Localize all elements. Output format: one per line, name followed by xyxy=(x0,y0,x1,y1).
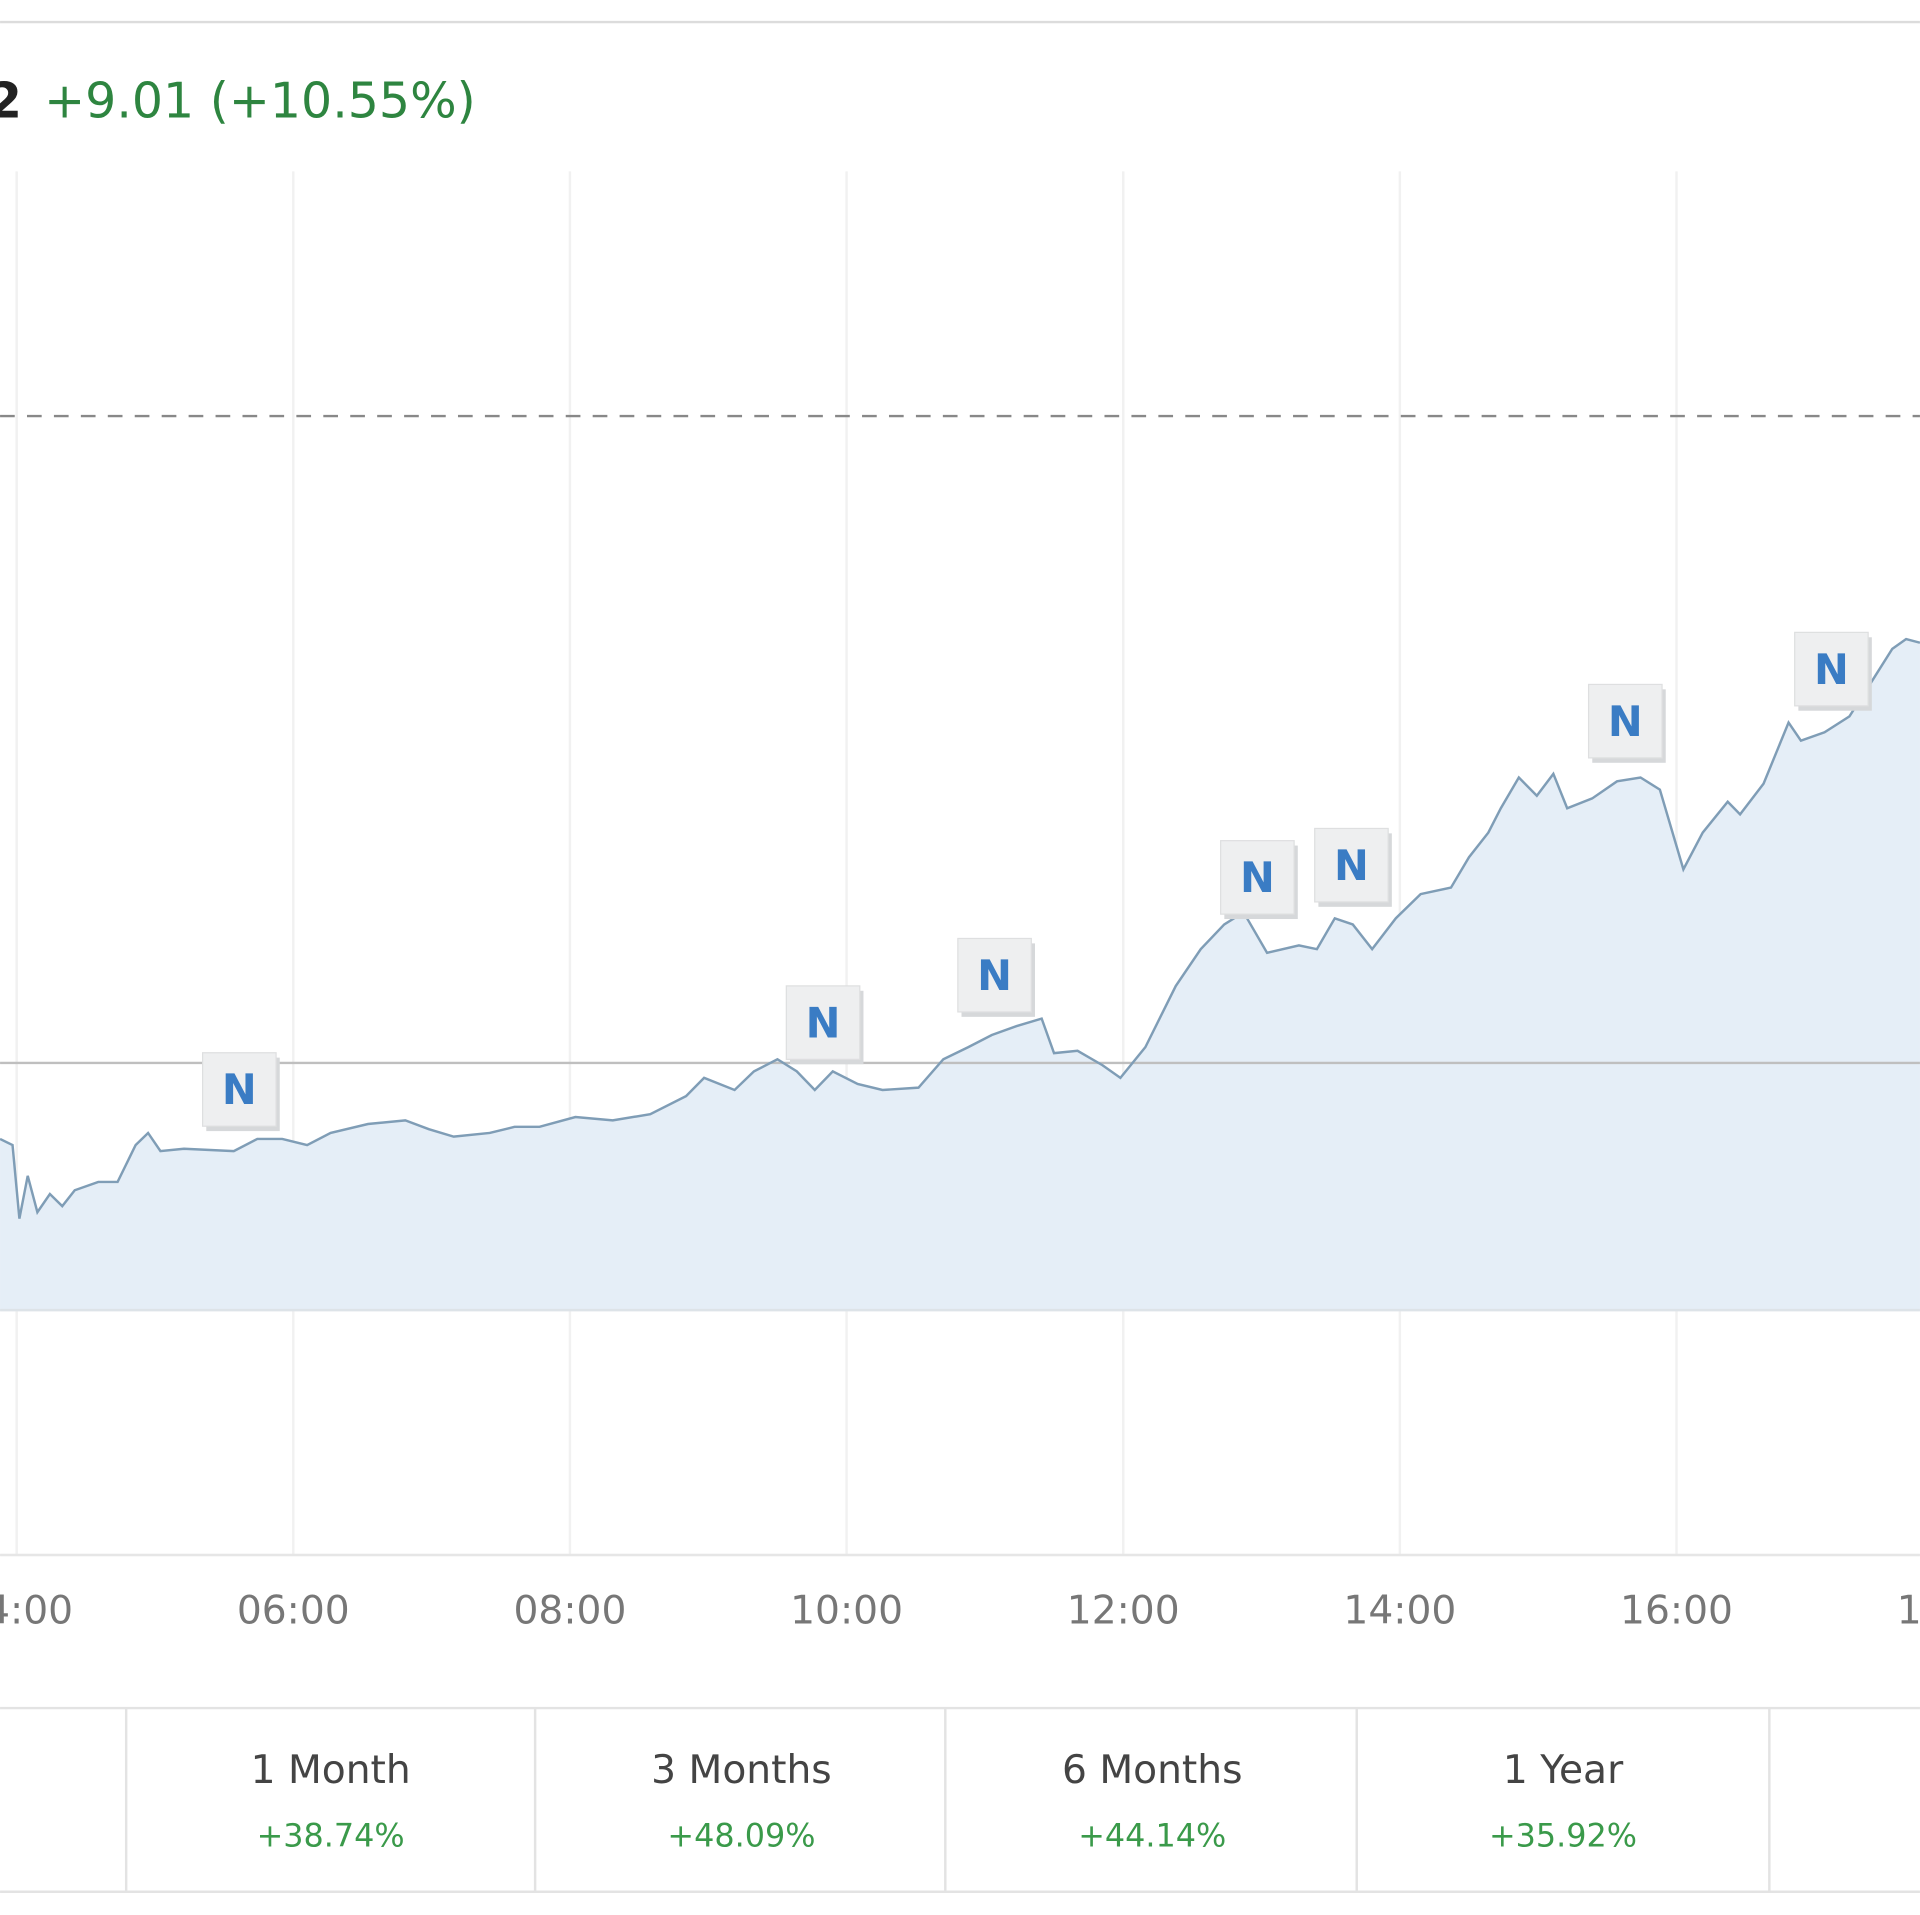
news-marker-label: N xyxy=(1608,697,1643,746)
period-label: 1 Year xyxy=(1503,1748,1624,1793)
period-label: 1 Month xyxy=(251,1748,411,1793)
x-tick-label: 18:00 xyxy=(1897,1589,1920,1634)
news-marker-box xyxy=(957,937,1032,1013)
x-tick-label: 16:00 xyxy=(1620,1589,1733,1634)
news-marker[interactable]: N xyxy=(957,937,1035,1017)
news-marker[interactable]: N xyxy=(202,1052,280,1132)
news-marker-box xyxy=(1220,840,1295,915)
x-tick-label: 08:00 xyxy=(513,1589,626,1634)
x-tick-label: 12:00 xyxy=(1067,1589,1180,1634)
period-change: +44.14% xyxy=(1078,1816,1226,1854)
period-label: 6 Months xyxy=(1062,1748,1243,1793)
period-tab[interactable]: 6 Months +44.14% xyxy=(1062,1748,1243,1855)
news-marker-label: N xyxy=(1240,853,1275,902)
period-change: +35.92% xyxy=(1489,1816,1637,1854)
x-tick-label: 14:00 xyxy=(1343,1589,1456,1634)
period-label: 3 Months xyxy=(651,1748,832,1793)
x-tick-label: 06:00 xyxy=(237,1589,350,1634)
period-tab[interactable]: 3 Months +48.09% xyxy=(651,1748,832,1855)
news-marker-label: N xyxy=(1814,645,1849,694)
news-marker-box xyxy=(1587,683,1663,759)
news-marker[interactable]: N xyxy=(1314,827,1392,907)
news-marker-box xyxy=(202,1052,277,1127)
news-marker-label: N xyxy=(806,998,841,1047)
period-change: +48.09% xyxy=(667,1816,815,1854)
price-line xyxy=(0,637,1920,1219)
x-tick-label: 10:00 xyxy=(790,1589,903,1634)
news-marker[interactable]: N xyxy=(1794,631,1872,711)
price-change: +9.01 (+10.55%) xyxy=(44,73,476,130)
period-tabs: 1 Month +38.74% 3 Months +48.09% 6 Months +44… xyxy=(124,1708,1771,1892)
news-marker-label: N xyxy=(222,1065,257,1114)
period-tab[interactable]: 1 Month +38.74% xyxy=(251,1748,411,1855)
plot: 04:00 06:00 08:00 10:00 12:00 14:00 16:00 18:00… xyxy=(0,171,1920,1634)
area xyxy=(0,639,1920,1311)
news-marker-box xyxy=(1794,631,1869,707)
news-marker-label: N xyxy=(1334,841,1369,890)
period-change: +38.74% xyxy=(257,1816,405,1854)
x-tick-label: 04:00 xyxy=(0,1589,73,1634)
news-marker[interactable]: N xyxy=(1220,840,1298,920)
price: 2 xyxy=(0,73,22,130)
news-marker-box xyxy=(1314,827,1389,903)
news-marker-box xyxy=(785,985,861,1060)
period-tab[interactable]: 1 Year +35.92% xyxy=(1489,1748,1637,1855)
news-marker[interactable]: N xyxy=(785,985,864,1065)
news-marker-label: N xyxy=(977,951,1012,1000)
news-marker[interactable]: N xyxy=(1587,683,1666,763)
